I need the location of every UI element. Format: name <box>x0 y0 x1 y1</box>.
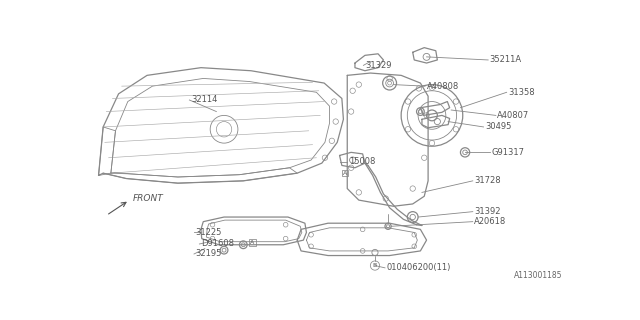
Text: A40807: A40807 <box>497 111 530 120</box>
Text: A: A <box>343 171 347 176</box>
Text: 30495: 30495 <box>485 123 511 132</box>
Text: D91608: D91608 <box>201 239 234 249</box>
Text: 32195: 32195 <box>196 250 222 259</box>
Bar <box>250 239 255 245</box>
Text: 31329: 31329 <box>365 61 392 70</box>
Text: 31225: 31225 <box>196 228 222 237</box>
Text: 31728: 31728 <box>474 176 501 185</box>
Text: 35211A: 35211A <box>490 55 522 64</box>
Text: 010406200(11): 010406200(11) <box>387 263 451 272</box>
Text: A113001185: A113001185 <box>515 271 563 280</box>
Text: 31392: 31392 <box>474 207 500 216</box>
Text: G91317: G91317 <box>492 148 524 157</box>
Text: FRONT: FRONT <box>133 194 164 203</box>
Text: 32114: 32114 <box>191 95 218 105</box>
Text: A: A <box>250 240 255 245</box>
Bar <box>342 170 348 176</box>
Text: 31358: 31358 <box>508 88 535 97</box>
Text: A40808: A40808 <box>427 82 459 91</box>
Text: A20618: A20618 <box>474 217 506 226</box>
Text: 15008: 15008 <box>349 157 375 166</box>
Text: B: B <box>373 263 377 268</box>
